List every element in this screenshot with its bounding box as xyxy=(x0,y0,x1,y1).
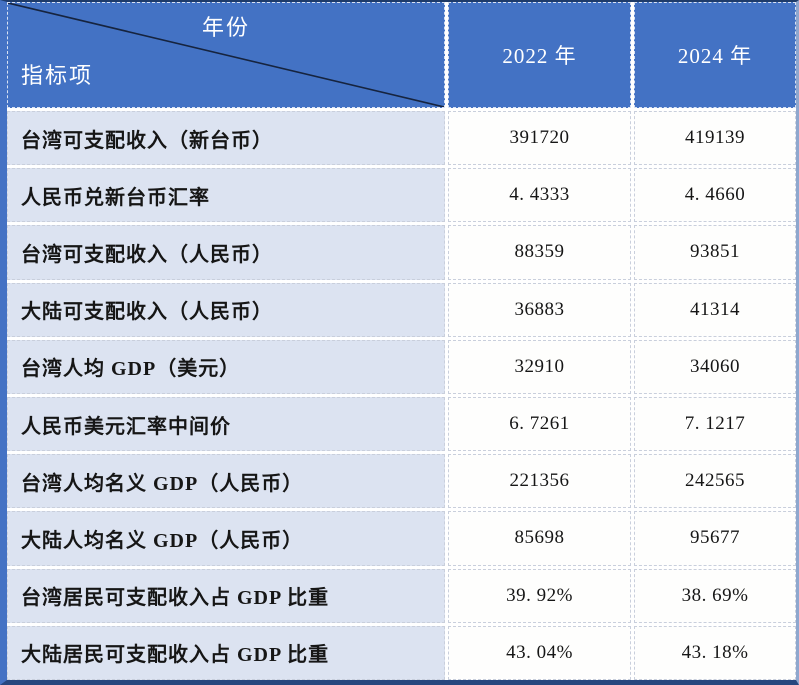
cell-2024: 419139 xyxy=(634,111,796,166)
row-label: 台湾居民可支配收入占 GDP 比重 xyxy=(7,568,445,623)
col-header-2024: 2024 年 xyxy=(634,2,796,108)
row-label: 台湾可支配收入（人民币） xyxy=(7,225,445,280)
row-label: 台湾可支配收入（新台币） xyxy=(7,111,445,166)
row-label: 大陆可支配收入（人民币） xyxy=(7,282,445,337)
row-label: 台湾人均 GDP（美元） xyxy=(7,339,445,394)
cell-2024: 93851 xyxy=(634,225,796,280)
cell-2022: 391720 xyxy=(448,111,631,166)
corner-indicator-label: 指标项 xyxy=(21,63,94,88)
cell-2024: 95677 xyxy=(634,511,796,566)
row-label: 大陆居民可支配收入占 GDP 比重 xyxy=(7,625,445,680)
cell-2022: 39. 92% xyxy=(448,568,631,623)
cell-2022: 32910 xyxy=(448,339,631,394)
corner-year-label: 年份 xyxy=(201,15,250,40)
cell-2022: 221356 xyxy=(448,454,631,509)
row-label: 台湾人均名义 GDP（人民币） xyxy=(7,454,445,509)
table-grid: 年份 指标项 2022 年 2024 年 台湾可支配收入（新台币） 391720… xyxy=(7,2,796,680)
col-header-2022: 2022 年 xyxy=(448,2,631,108)
corner-header-cell: 年份 指标项 xyxy=(7,2,445,108)
cell-2022: 88359 xyxy=(448,225,631,280)
cell-2024: 38. 69% xyxy=(634,568,796,623)
cell-2024: 7. 1217 xyxy=(634,397,796,452)
cell-2024: 34060 xyxy=(634,339,796,394)
cell-2024: 43. 18% xyxy=(634,625,796,680)
diagonal-divider-line xyxy=(8,3,444,107)
cell-2022: 85698 xyxy=(448,511,631,566)
row-label: 人民币美元汇率中间价 xyxy=(7,397,445,452)
cell-2022: 43. 04% xyxy=(448,625,631,680)
row-label: 大陆人均名义 GDP（人民币） xyxy=(7,511,445,566)
cell-2024: 4. 4660 xyxy=(634,168,796,223)
row-label: 人民币兑新台币汇率 xyxy=(7,168,445,223)
cell-2024: 242565 xyxy=(634,454,796,509)
cell-2024: 41314 xyxy=(634,282,796,337)
cell-2022: 6. 7261 xyxy=(448,397,631,452)
cell-2022: 36883 xyxy=(448,282,631,337)
cell-2022: 4. 4333 xyxy=(448,168,631,223)
